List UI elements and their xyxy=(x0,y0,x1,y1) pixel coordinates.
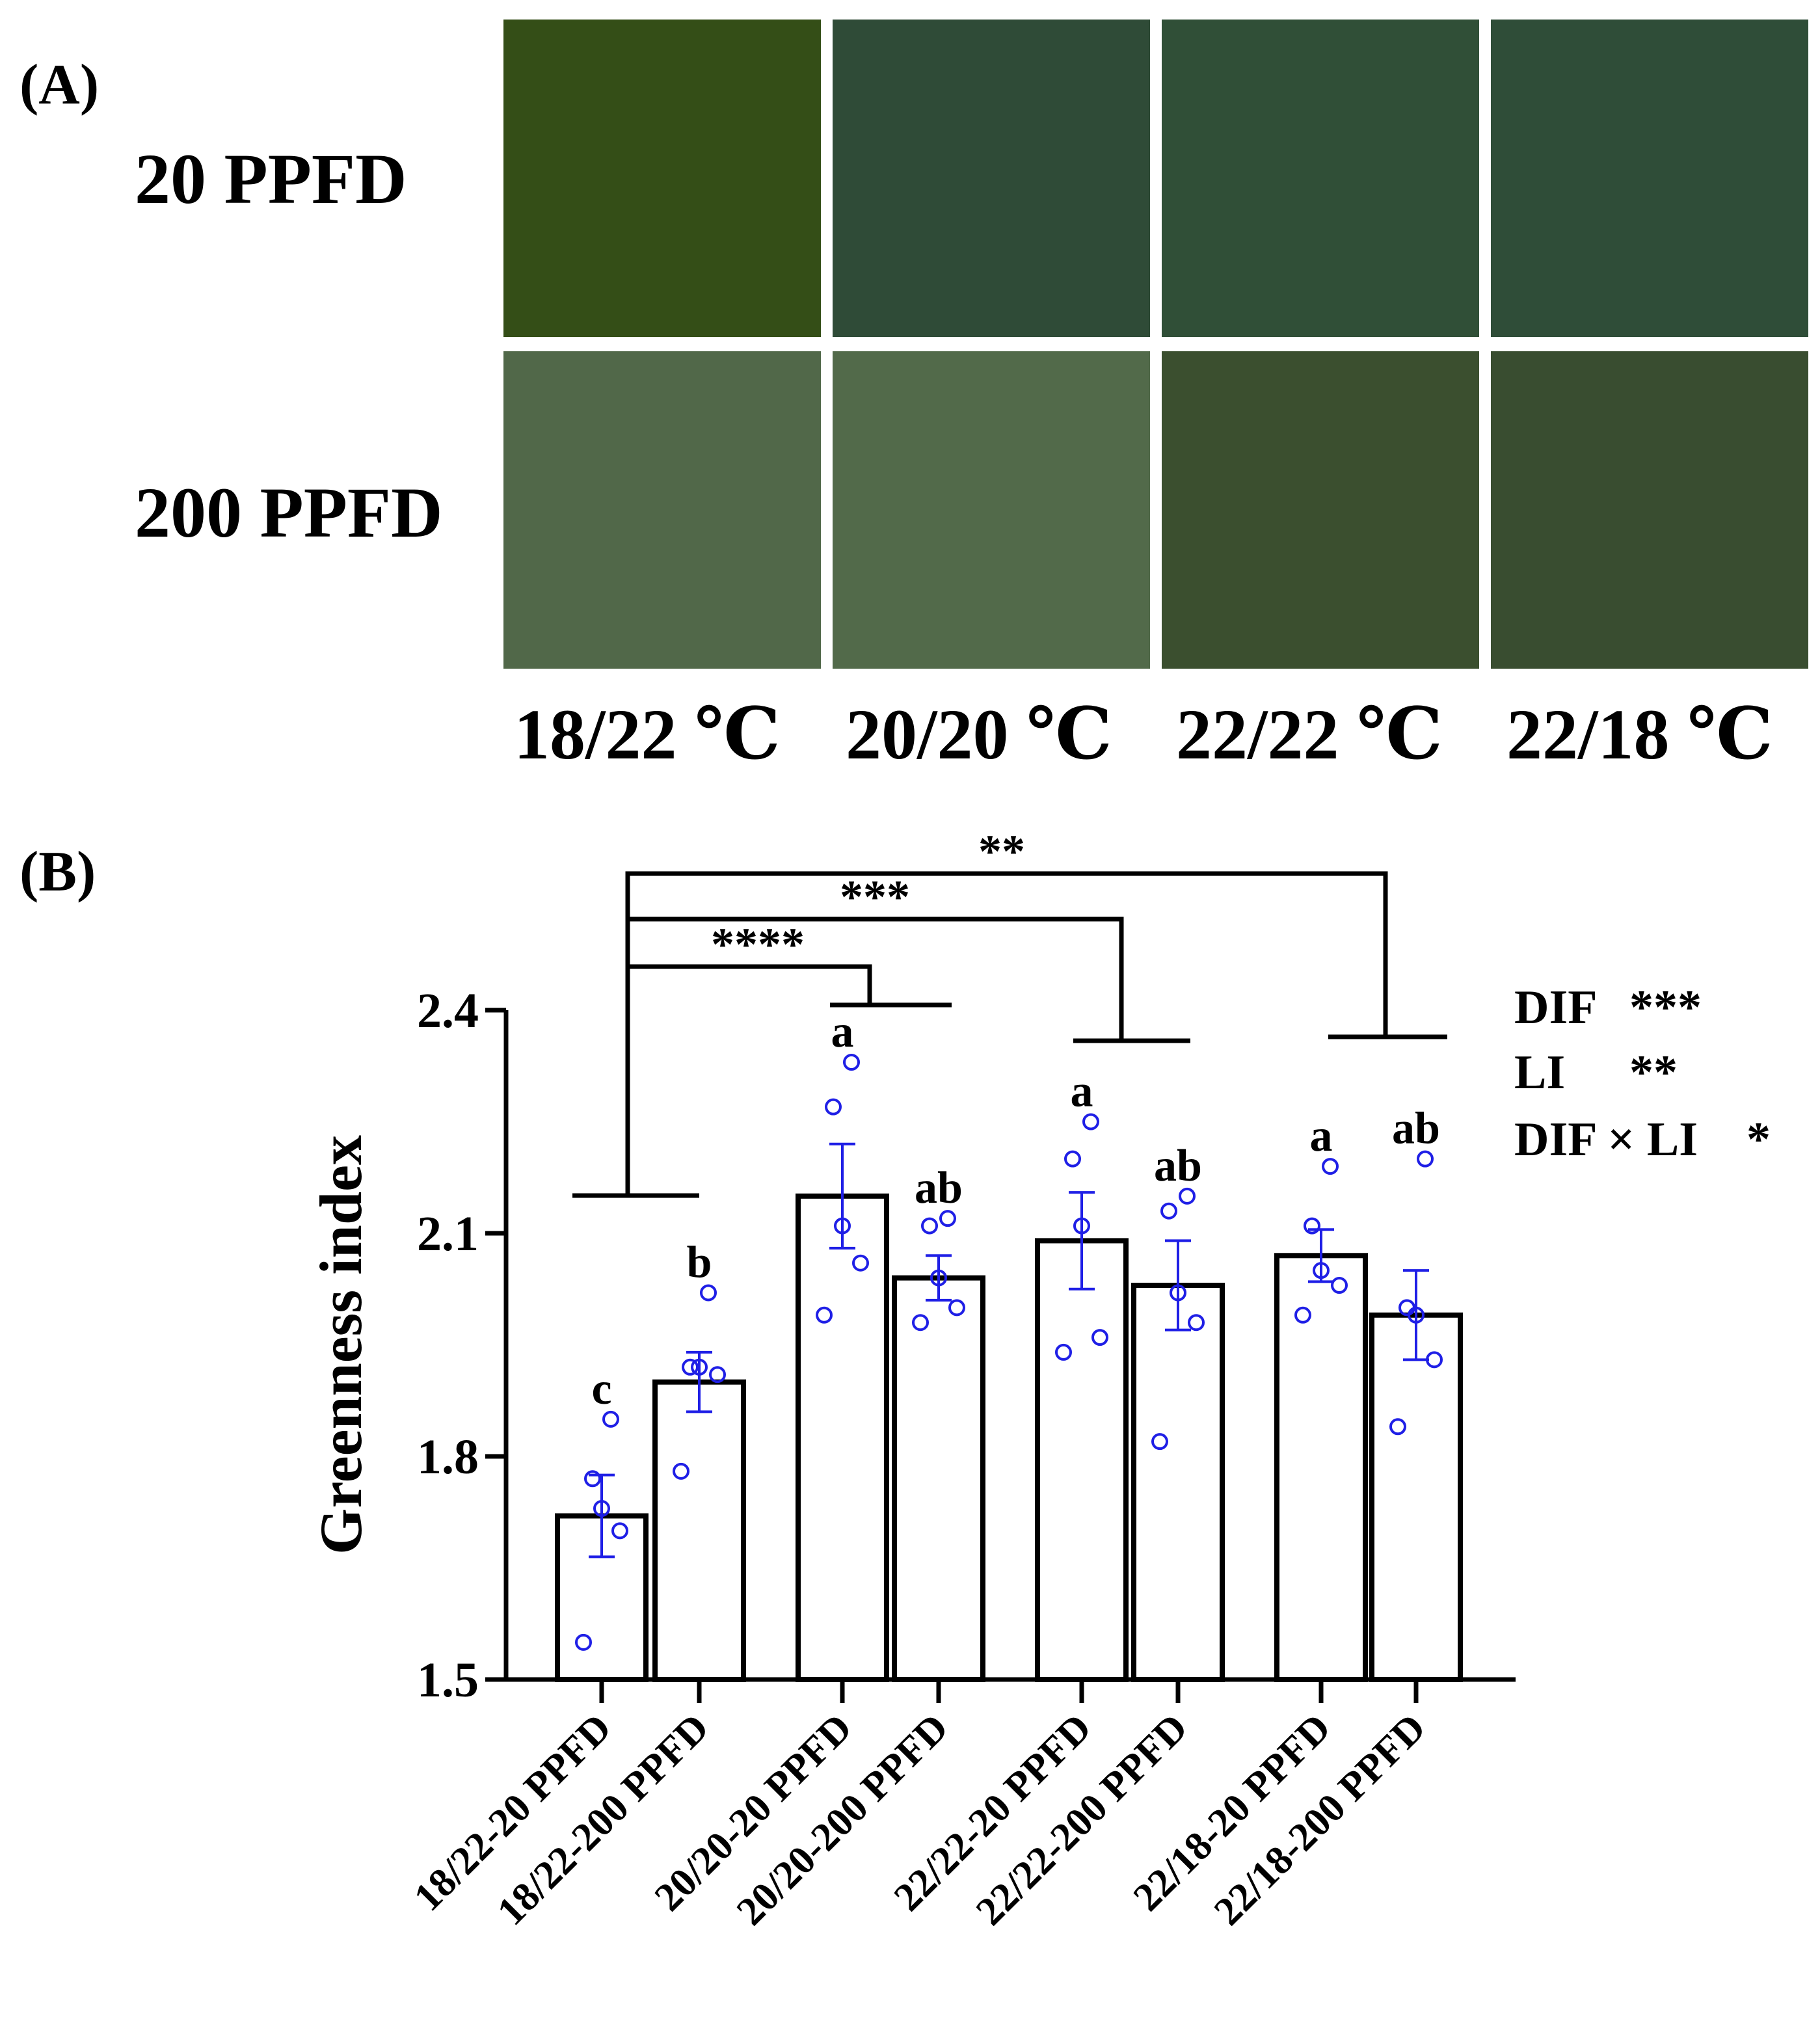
col-label-22-18: 22/18 ℃ xyxy=(1506,695,1773,774)
data-point xyxy=(673,1462,689,1480)
data-point xyxy=(1322,1158,1339,1175)
col-label-18-22: 18/22 ℃ xyxy=(514,695,781,774)
data-point xyxy=(1426,1351,1443,1369)
significance-letter: a xyxy=(1310,1111,1333,1161)
bar xyxy=(1131,1283,1225,1682)
bar xyxy=(1369,1312,1463,1683)
color-swatch-r1-c2 xyxy=(833,20,1150,337)
data-point xyxy=(948,1299,965,1317)
data-point xyxy=(1188,1314,1205,1332)
color-swatch-r2-c3 xyxy=(1162,351,1479,669)
comparison-stars: **** xyxy=(711,918,805,970)
stat-term: DIF × LI xyxy=(1514,1113,1698,1166)
significance-letter: b xyxy=(687,1237,712,1287)
significance-letter: a xyxy=(1071,1067,1093,1117)
data-point xyxy=(1389,1418,1406,1436)
col-label-22-22: 22/22 ℃ xyxy=(1176,695,1443,774)
comparison-stars: *** xyxy=(840,871,910,923)
data-point xyxy=(584,1470,601,1488)
significance-letter: a xyxy=(831,1007,854,1057)
data-point xyxy=(912,1314,929,1332)
comparison-bracket xyxy=(625,917,1124,1196)
data-point xyxy=(834,1217,851,1235)
data-point xyxy=(939,1210,956,1227)
data-point xyxy=(682,1358,699,1376)
data-point xyxy=(602,1410,619,1428)
bar xyxy=(796,1193,889,1683)
data-point xyxy=(843,1054,860,1071)
color-swatch-r1-c3 xyxy=(1162,20,1479,337)
y-axis-label: Greenness index xyxy=(308,1135,374,1555)
data-point xyxy=(1082,1113,1099,1131)
significance-letter: c xyxy=(591,1364,611,1414)
stat-sig: *** xyxy=(1629,981,1702,1034)
data-point xyxy=(1064,1150,1081,1168)
bar xyxy=(652,1379,746,1683)
data-point xyxy=(1313,1262,1330,1279)
color-swatch-r2-c2 xyxy=(833,351,1150,669)
data-point xyxy=(852,1254,869,1272)
significance-letter: ab xyxy=(1154,1141,1202,1191)
data-point xyxy=(1179,1187,1196,1205)
data-point xyxy=(1304,1217,1320,1235)
significance-letter: ab xyxy=(1392,1104,1440,1154)
data-point xyxy=(1091,1329,1108,1346)
data-point xyxy=(1170,1284,1186,1302)
data-point xyxy=(691,1358,708,1376)
color-swatch-r1-c4 xyxy=(1491,20,1808,337)
panel-a-label: (A) xyxy=(20,53,100,116)
y-tick-label: 2.1 xyxy=(417,1207,479,1261)
data-point xyxy=(1294,1306,1311,1324)
comparison-bracket xyxy=(625,964,872,1196)
data-point xyxy=(700,1284,717,1302)
data-point xyxy=(1331,1277,1348,1294)
col-label-20-20: 20/20 ℃ xyxy=(846,695,1112,774)
data-point xyxy=(1417,1150,1434,1168)
bar xyxy=(1035,1238,1129,1682)
data-point xyxy=(1398,1299,1415,1317)
y-tick-label: 1.5 xyxy=(417,1653,479,1707)
color-swatch-r2-c1 xyxy=(503,351,821,669)
bar xyxy=(892,1275,985,1682)
data-point xyxy=(1073,1217,1090,1235)
y-tick-label: 2.4 xyxy=(417,984,479,1038)
data-point xyxy=(593,1500,610,1518)
data-point xyxy=(921,1217,938,1235)
data-point xyxy=(611,1522,628,1540)
row-label-200-ppfd: 200 PPFD xyxy=(135,473,443,552)
color-swatch-r1-c1 xyxy=(503,20,821,337)
data-point xyxy=(1160,1202,1177,1220)
data-point xyxy=(930,1269,947,1287)
data-point xyxy=(709,1366,726,1384)
bar xyxy=(1274,1253,1368,1683)
stat-term: LI xyxy=(1514,1046,1565,1099)
data-point xyxy=(1151,1433,1168,1451)
data-point xyxy=(575,1633,592,1651)
comparison-stars: ** xyxy=(978,825,1025,877)
data-point xyxy=(825,1098,842,1116)
y-tick-label: 1.8 xyxy=(417,1430,479,1484)
color-swatch-r2-c4 xyxy=(1491,351,1808,669)
stat-sig: ** xyxy=(1629,1046,1678,1099)
data-point xyxy=(1055,1343,1072,1361)
row-label-20-ppfd: 20 PPFD xyxy=(135,139,407,219)
panel-b-label: (B) xyxy=(20,840,96,903)
significance-letter: ab xyxy=(915,1163,963,1213)
stat-term: DIF xyxy=(1514,981,1597,1034)
data-point xyxy=(816,1306,833,1324)
stat-sig: * xyxy=(1746,1113,1771,1166)
